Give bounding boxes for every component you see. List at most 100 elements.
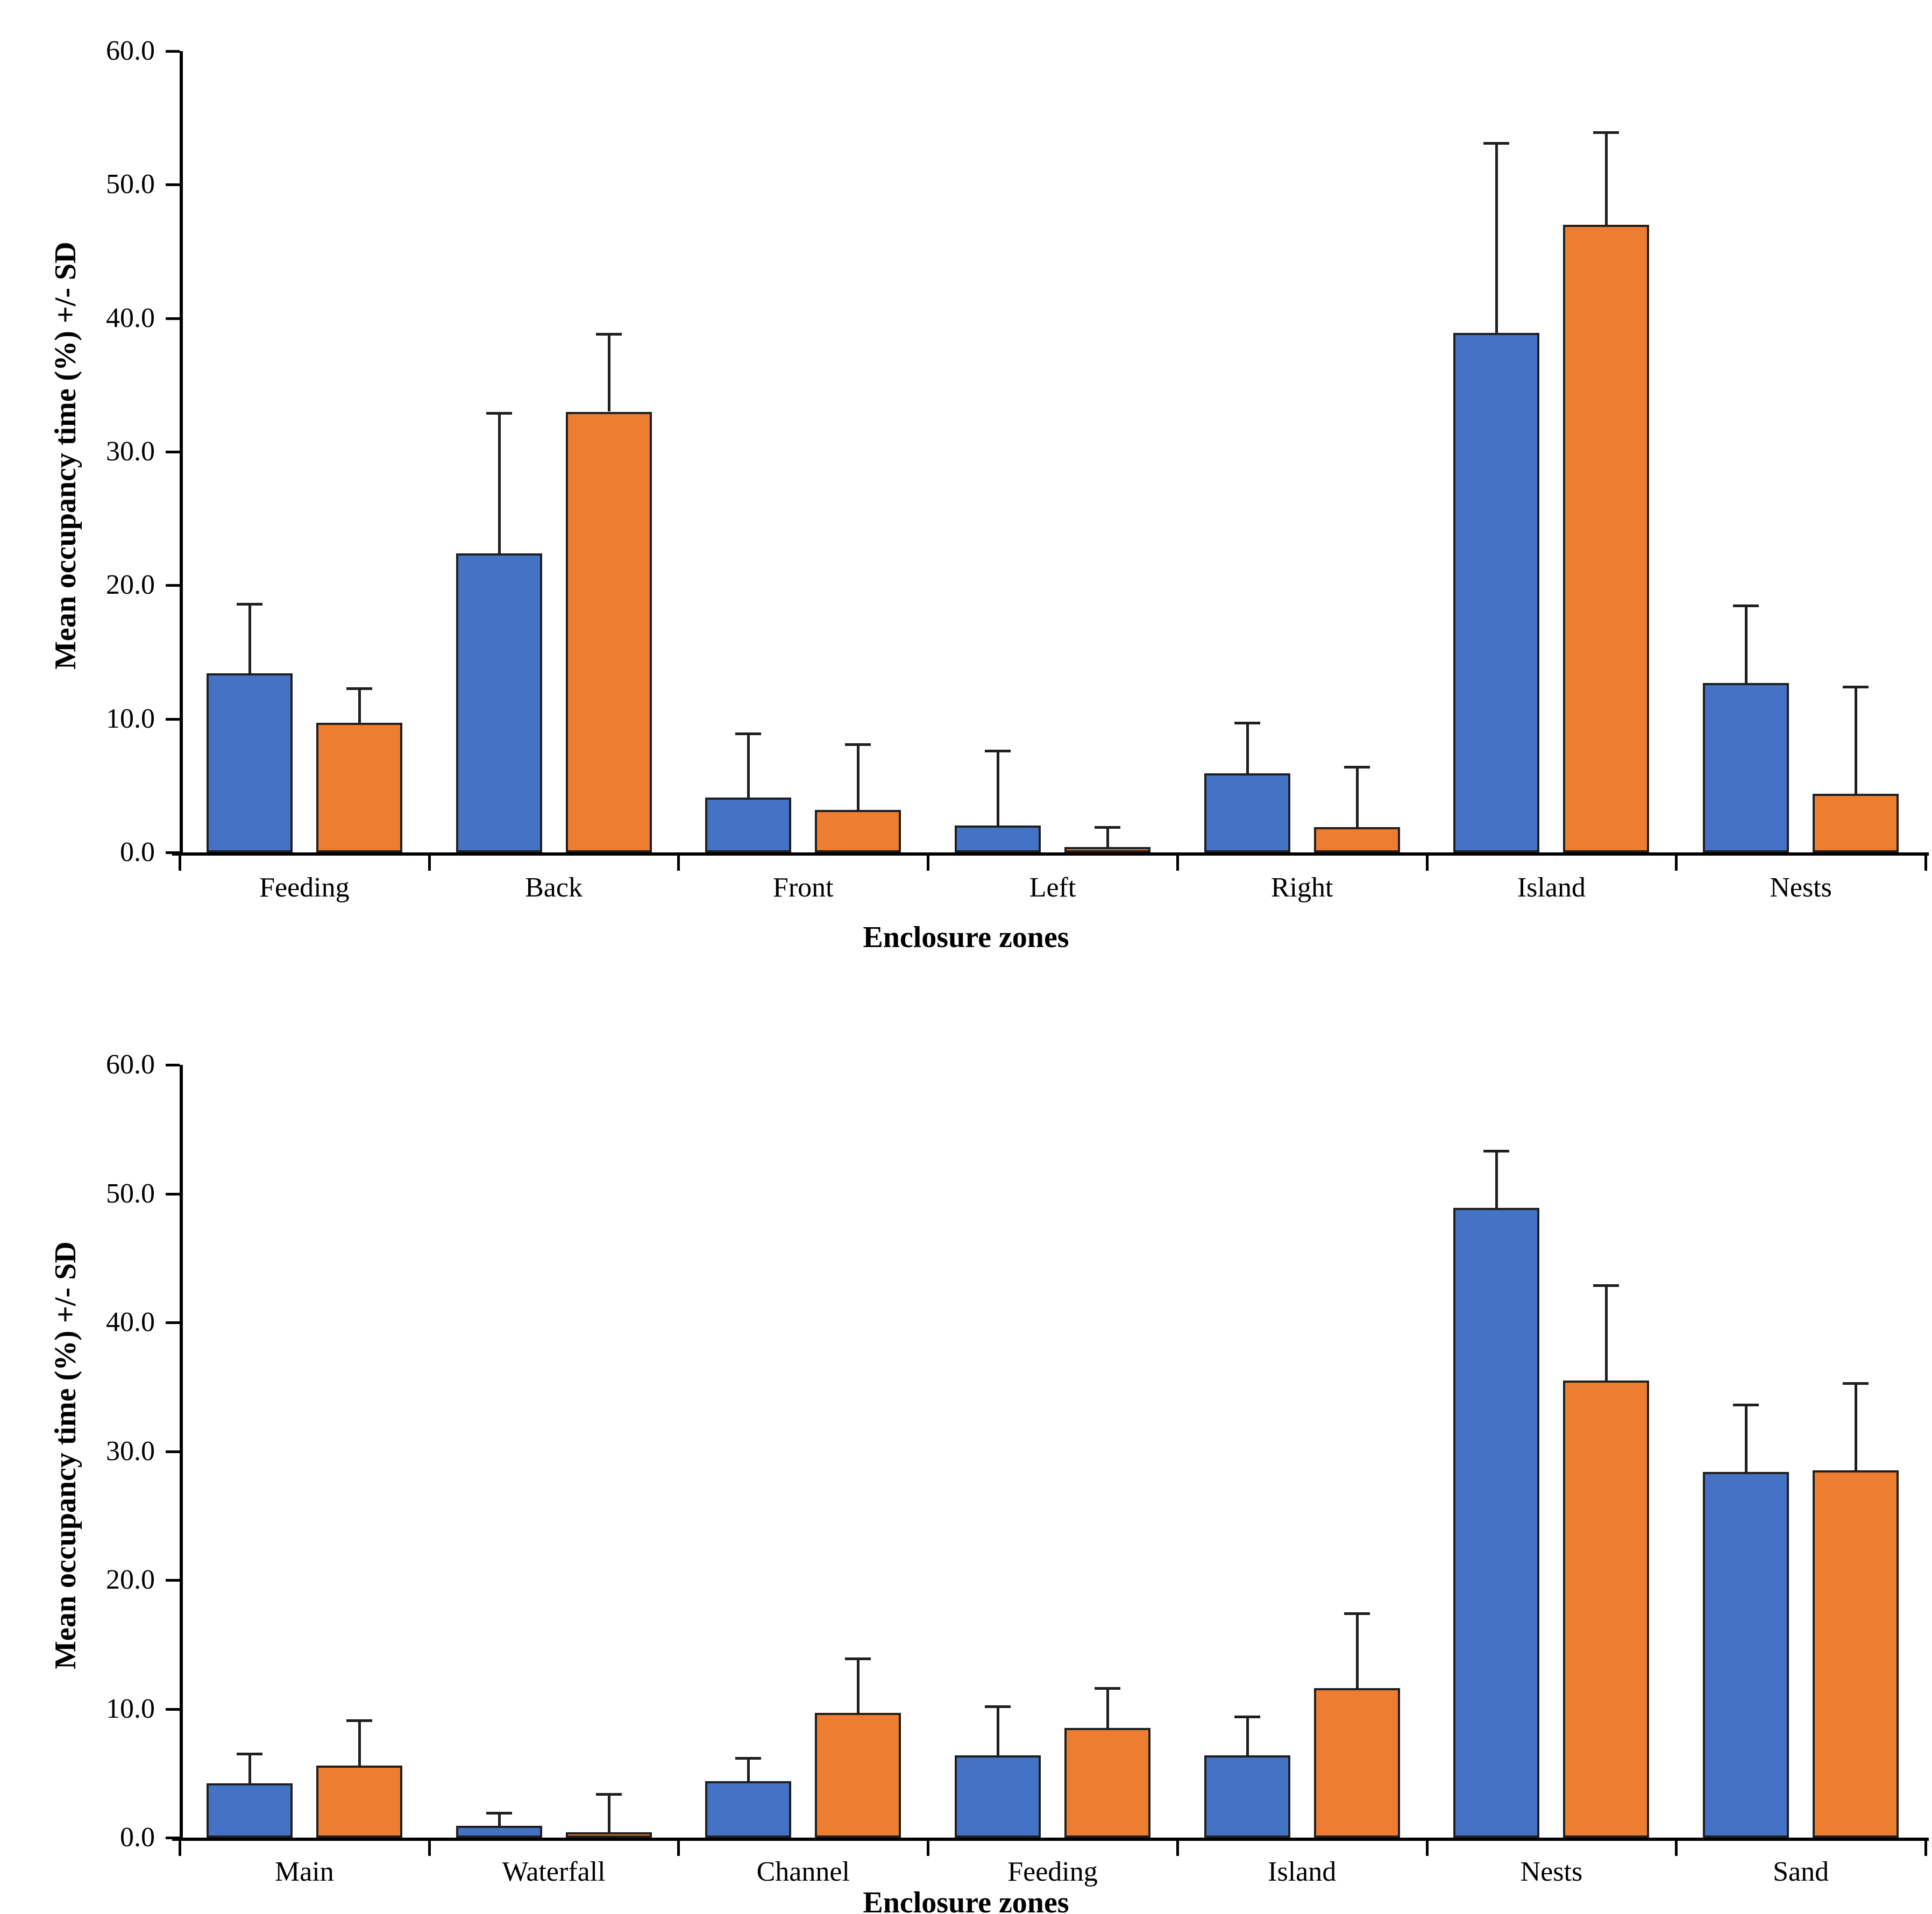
y-tick-label: 40.0 (106, 302, 155, 333)
y-tick-label: 60.0 (106, 35, 155, 66)
bar-orange-series-sand (1813, 1470, 1899, 1838)
error-bar-cap-orange-series-channel (845, 1657, 871, 1661)
bar-orange-series-front (815, 809, 901, 852)
category-label-nests: Nests (1520, 1856, 1583, 1887)
y-tick-mark (166, 1450, 180, 1453)
error-bar-cap-blue-series-waterfall (486, 1812, 512, 1815)
error-bar-orange-series-feeding (358, 688, 361, 723)
bar-orange-series-nests (1813, 793, 1899, 852)
y-tick-mark (166, 717, 180, 721)
error-bar-orange-series-back (607, 334, 610, 412)
bar-orange-series-nests (1563, 1380, 1650, 1838)
bar-orange-series-right (1313, 827, 1400, 852)
y-axis-line (180, 51, 183, 856)
error-bar-cap-blue-series-front (735, 732, 762, 735)
x-tick-mark (1675, 1841, 1678, 1856)
error-bar-blue-series-sand (1745, 1405, 1748, 1472)
category-label-main: Main (274, 1856, 334, 1887)
bar-orange-series-channel (815, 1712, 901, 1838)
bar-blue-series-front (705, 798, 792, 852)
error-bar-cap-blue-series-nests (1483, 1150, 1510, 1153)
x-tick-mark (677, 856, 680, 871)
error-bar-orange-series-main (358, 1720, 361, 1766)
error-bar-cap-blue-series-island (1483, 142, 1510, 145)
error-bar-cap-blue-series-right (1234, 722, 1260, 725)
error-bar-cap-blue-series-feeding (985, 1705, 1011, 1708)
error-bar-cap-orange-series-right (1344, 766, 1370, 769)
bar-blue-series-feeding (206, 673, 293, 852)
y-tick-mark (166, 851, 180, 854)
category-label-island: Island (1517, 872, 1586, 903)
category-label-front: Front (772, 872, 834, 903)
error-bar-blue-series-waterfall (498, 1813, 501, 1826)
y-tick-mark (166, 1579, 180, 1582)
error-bar-cap-blue-series-left (985, 750, 1011, 753)
y-tick-label: 30.0 (106, 436, 155, 467)
error-bar-orange-series-channel (857, 1659, 860, 1713)
error-bar-blue-series-nests (1495, 1151, 1498, 1208)
bar-orange-series-island (1313, 1688, 1400, 1838)
x-tick-mark (1176, 1841, 1179, 1856)
error-bar-blue-series-island (1246, 1716, 1249, 1755)
x-tick-mark (1675, 856, 1678, 871)
bar-orange-series-left (1064, 847, 1150, 852)
bar-blue-series-island (1453, 332, 1540, 852)
error-bar-blue-series-right (1246, 723, 1249, 774)
bar-blue-series-nests (1453, 1207, 1540, 1838)
category-label-waterfall: Waterfall (502, 1856, 606, 1887)
error-bar-blue-series-island (1495, 143, 1498, 333)
error-bar-blue-series-nests (1745, 605, 1748, 683)
category-label-back: Back (525, 872, 583, 903)
error-bar-blue-series-feeding (248, 604, 251, 674)
x-tick-mark (1924, 1841, 1927, 1856)
y-tick-label: 30.0 (106, 1435, 155, 1467)
category-label-sand: Sand (1773, 1856, 1829, 1887)
error-bar-blue-series-left (997, 751, 999, 826)
error-bar-blue-series-feeding (997, 1706, 999, 1755)
y-tick-label: 40.0 (106, 1307, 155, 1337)
error-bar-cap-orange-series-feeding (346, 687, 372, 690)
error-bar-orange-series-sand (1855, 1383, 1858, 1471)
category-label-feeding: Feeding (259, 872, 350, 903)
x-tick-mark (677, 1841, 680, 1856)
bar-blue-series-island (1204, 1755, 1290, 1838)
y-tick-mark (166, 1064, 180, 1066)
category-label-channel: Channel (756, 1856, 850, 1887)
y-tick-label: 20.0 (106, 570, 155, 601)
plot-area: 0.0 10.0 20.0 30.0 40.0 50.0 60.0 Main Waterfall… (0, 1014, 1932, 1902)
error-bar-cap-blue-series-feeding (236, 603, 262, 606)
error-bar-cap-orange-series-left (1095, 826, 1120, 829)
error-bar-cap-orange-series-main (346, 1719, 372, 1723)
error-bar-blue-series-channel (747, 1758, 750, 1781)
error-bar-orange-series-front (857, 744, 860, 810)
x-axis-line (172, 1838, 1929, 1841)
error-bar-cap-orange-series-nests (1843, 686, 1869, 689)
y-tick-mark (166, 451, 180, 453)
y-tick-label: 50.0 (106, 169, 155, 200)
bar-blue-series-sand (1703, 1471, 1789, 1838)
bar-orange-series-feeding (316, 723, 402, 852)
error-bar-orange-series-nests (1855, 687, 1858, 794)
y-tick-mark (166, 50, 180, 53)
error-bar-cap-blue-series-island (1234, 1715, 1260, 1718)
error-bar-cap-orange-series-island (1593, 131, 1620, 134)
error-bar-orange-series-right (1355, 767, 1359, 827)
error-bar-orange-series-island (1355, 1613, 1359, 1689)
y-tick-label: 0.0 (120, 1822, 155, 1853)
y-tick-mark (166, 1321, 180, 1324)
bar-blue-series-feeding (955, 1755, 1041, 1838)
x-tick-mark (927, 856, 930, 871)
y-tick-mark (166, 1192, 180, 1196)
category-label-nests: Nests (1770, 872, 1832, 903)
y-tick-mark (166, 183, 180, 187)
error-bar-cap-blue-series-channel (735, 1756, 762, 1760)
error-bar-cap-orange-series-island (1344, 1612, 1370, 1616)
category-label-island: Island (1268, 1856, 1337, 1887)
bar-blue-series-right (1204, 773, 1290, 852)
category-label-left: Left (1029, 872, 1076, 903)
error-bar-cap-orange-series-front (845, 743, 871, 746)
error-bar-orange-series-left (1106, 827, 1109, 848)
x-tick-mark (428, 856, 431, 871)
x-tick-mark (1425, 856, 1429, 871)
